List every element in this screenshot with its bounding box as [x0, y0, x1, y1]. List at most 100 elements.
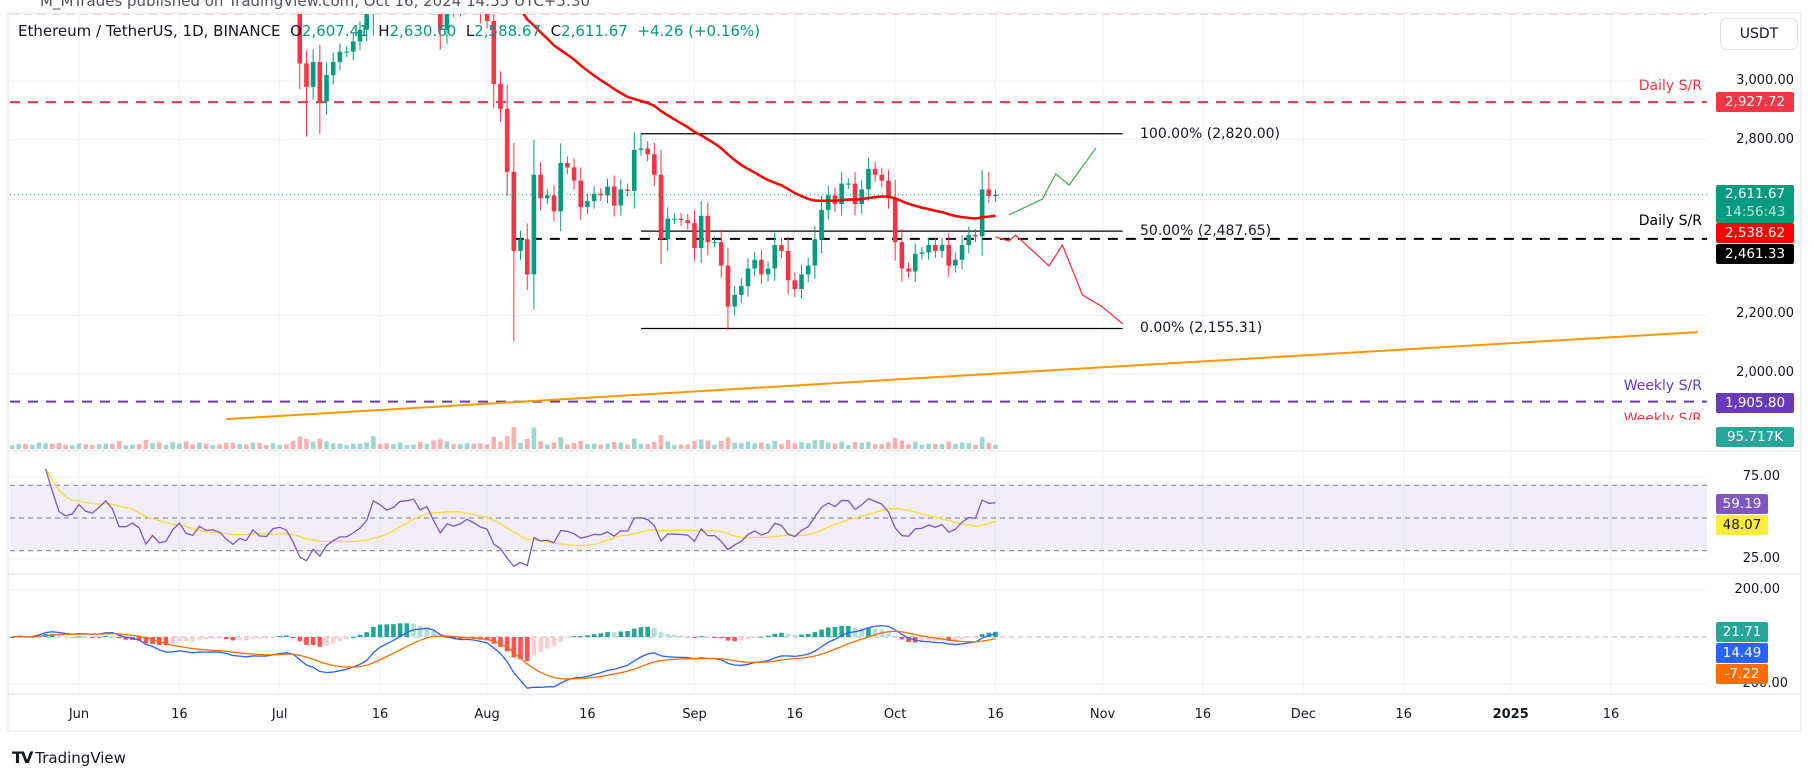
volume-bar — [658, 435, 664, 449]
candle — [330, 52, 336, 85]
change-value: +4.26 (+0.16%) — [637, 22, 761, 40]
volume-bar — [805, 443, 811, 449]
candle — [953, 252, 958, 273]
candle — [973, 229, 978, 243]
candle-body — [718, 242, 724, 266]
brand-name: TradingView — [35, 748, 126, 767]
macd-histogram-bar — [284, 635, 289, 637]
candle — [986, 171, 992, 204]
candle — [350, 33, 356, 61]
volume-bar — [110, 443, 115, 449]
rsi-tick: 75.00 — [1742, 469, 1780, 484]
candle — [705, 202, 711, 256]
last-price-tag: 2,611.67 14:56:43 — [1716, 185, 1794, 223]
candle-body — [665, 218, 671, 240]
volume-bar — [866, 441, 871, 449]
currency-button[interactable]: USDT — [1720, 18, 1798, 50]
symbol-name[interactable]: Ethereum / TetherUS, 1D, BINANCE — [18, 22, 281, 40]
macd-histogram-bar — [177, 637, 182, 642]
volume-bar — [397, 442, 403, 449]
candle — [805, 257, 811, 283]
volume-bar — [96, 444, 102, 449]
macd-histogram-bar — [103, 635, 109, 637]
volume-bar — [792, 443, 798, 449]
tradingview-logo[interactable]: TV TradingView — [12, 748, 126, 767]
volume-bar — [692, 440, 697, 449]
candle — [966, 226, 972, 254]
macd-histogram-bar — [277, 635, 282, 637]
close-label: C — [550, 22, 562, 40]
time-tick: 16 — [579, 707, 596, 722]
macd-histogram-bar — [993, 631, 998, 637]
candle-body — [498, 83, 503, 109]
macd-histogram-bar — [618, 631, 624, 637]
macd-histogram-bar — [933, 637, 938, 642]
macd-histogram-bar — [698, 636, 704, 638]
volume-bar — [524, 439, 530, 449]
volume-bar — [36, 442, 42, 449]
candle — [785, 236, 791, 295]
macd-tag: 14.49 — [1716, 643, 1768, 663]
candle — [558, 143, 563, 232]
macd-histogram-bar — [899, 637, 905, 640]
candle — [892, 179, 898, 261]
volume-bar — [63, 444, 68, 449]
volume-bar — [29, 444, 35, 449]
candle-body — [959, 245, 965, 260]
candle — [551, 185, 557, 222]
volume-bar — [625, 444, 630, 449]
candle-body — [518, 239, 523, 251]
candle — [792, 272, 798, 297]
volume-bar — [765, 443, 771, 449]
candle — [712, 236, 717, 248]
candle-body — [772, 245, 778, 269]
candle-body — [698, 215, 704, 249]
volume-bar — [886, 442, 891, 449]
volume-bar — [558, 437, 563, 449]
macd-histogram-bar — [825, 627, 831, 637]
macd-histogram-bar — [203, 637, 209, 640]
volume-bar — [478, 443, 483, 449]
candle-body — [558, 163, 563, 212]
candle-body — [953, 259, 958, 266]
macd-histogram-bar — [779, 632, 784, 637]
volume-bar — [250, 442, 256, 449]
fib-level-0: 0.00% (2,155.31) — [1140, 320, 1263, 336]
volume-bar — [779, 443, 784, 449]
close-value: 2,611.67 — [561, 22, 628, 40]
time-tick: 16 — [371, 707, 389, 722]
volume-bar — [304, 438, 309, 449]
volume-bar — [444, 441, 450, 449]
volume-bar — [993, 444, 998, 449]
candle — [578, 167, 584, 221]
candle — [672, 213, 677, 224]
candle-body — [852, 183, 858, 205]
volume-bar — [150, 443, 155, 449]
macd-histogram-bar — [785, 633, 791, 637]
macd-histogram-bar — [170, 637, 175, 644]
candle-body — [678, 218, 684, 221]
candle-body — [725, 265, 731, 307]
macd-histogram-bar — [658, 632, 664, 637]
volume-bar — [371, 436, 376, 449]
macd-histogram-bar — [805, 633, 811, 637]
candle-body — [304, 63, 309, 87]
volume-bar — [424, 443, 430, 449]
candle-body — [578, 180, 584, 207]
volume-bar — [578, 440, 584, 449]
candle-body — [919, 252, 925, 254]
volume-bar — [103, 443, 109, 449]
volume-bar — [912, 441, 918, 449]
volume-bar — [852, 441, 858, 449]
last-price-value: 2,611.67 — [1724, 186, 1786, 202]
candle-body — [571, 167, 577, 181]
candle-body — [444, 14, 450, 30]
candle-body — [839, 183, 844, 205]
candle — [765, 261, 771, 282]
candle — [732, 286, 737, 316]
volume-bar — [745, 441, 751, 449]
candle-body — [912, 253, 918, 272]
candle — [571, 158, 577, 190]
time-tick: Jul — [271, 707, 288, 722]
